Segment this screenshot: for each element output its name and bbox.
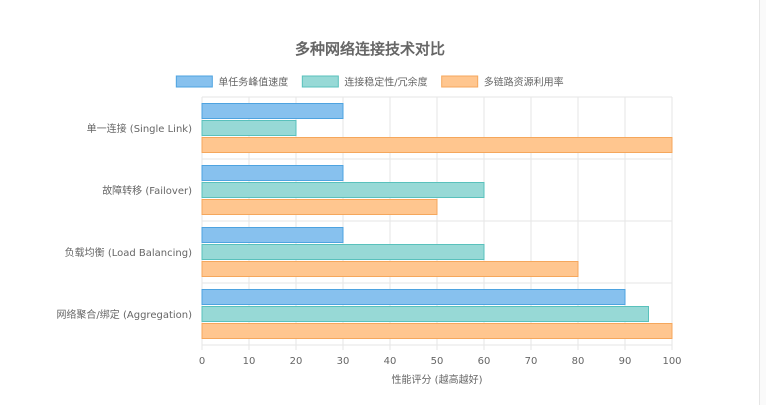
y-tick-label-3: 网络聚合/绑定 (Aggregation): [56, 308, 192, 321]
x-tick-label-70: 70: [525, 356, 538, 367]
legend-label-1[interactable]: 连接稳定性/冗余度: [344, 76, 427, 89]
y-tick-label-0: 单一连接 (Single Link): [87, 122, 192, 135]
bar-1-0[interactable]: [201, 120, 297, 136]
scrollbar[interactable]: [759, 0, 766, 405]
legend-label-2[interactable]: 多链路资源利用率: [484, 76, 564, 89]
legend: 单任务峰值速度 连接稳定性/冗余度 多链路资源利用率: [175, 75, 564, 89]
bar-2-1[interactable]: [201, 199, 438, 215]
x-tick-label-30: 30: [337, 356, 350, 367]
y-tick-label-1: 故障转移 (Failover): [102, 184, 192, 197]
x-axis-title: 性能评分 (越高越好): [392, 373, 483, 386]
bar-0-1[interactable]: [201, 165, 344, 181]
legend-swatch-2[interactable]: [441, 75, 479, 88]
x-tick-label-100: 100: [662, 356, 681, 367]
y-tick-label-2: 负载均衡 (Load Balancing): [65, 246, 192, 259]
bar-1-1[interactable]: [201, 182, 485, 198]
bar-0-2[interactable]: [201, 227, 344, 243]
x-tick-label-60: 60: [478, 356, 491, 367]
x-tick-label-90: 90: [619, 356, 632, 367]
x-tick-label-80: 80: [572, 356, 585, 367]
bar-2-3[interactable]: [201, 323, 673, 339]
x-tick-label-0: 0: [199, 356, 205, 367]
bar-2-2[interactable]: [201, 261, 579, 277]
bar-0-3[interactable]: [201, 289, 626, 305]
bar-1-3[interactable]: [201, 306, 649, 322]
bars: [201, 103, 673, 339]
legend-swatch-0[interactable]: [175, 75, 213, 88]
bar-1-2[interactable]: [201, 244, 485, 260]
legend-swatch-1[interactable]: [301, 75, 339, 88]
x-axis-ticks: 0 10 20 30 40 50 60 70 80 90 100: [199, 356, 682, 367]
x-tick-label-10: 10: [243, 356, 256, 367]
bar-0-0[interactable]: [201, 103, 344, 119]
bar-2-0[interactable]: [201, 137, 673, 153]
legend-label-0[interactable]: 单任务峰值速度: [218, 76, 288, 89]
chart-title: 多种网络连接技术对比: [295, 40, 445, 58]
x-tick-label-20: 20: [290, 356, 303, 367]
y-axis-labels: 单一连接 (Single Link) 故障转移 (Failover) 负载均衡 (L…: [56, 122, 192, 321]
x-tick-label-50: 50: [431, 356, 444, 367]
x-tick-label-40: 40: [384, 356, 397, 367]
